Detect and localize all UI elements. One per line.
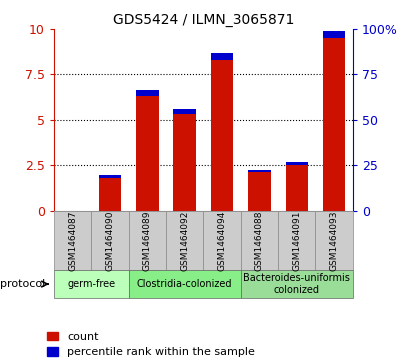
Text: GSM1464088: GSM1464088	[255, 210, 264, 271]
Bar	[323, 38, 345, 211]
Text: Bacteroides-uniformis
colonized: Bacteroides-uniformis colonized	[243, 273, 350, 295]
Text: germ-free: germ-free	[67, 279, 115, 289]
Bar	[99, 178, 121, 211]
Bar	[248, 172, 271, 211]
Bar	[323, 31, 345, 38]
Legend: count, percentile rank within the sample: count, percentile rank within the sample	[47, 332, 255, 358]
Text: GSM1464090: GSM1464090	[105, 210, 115, 271]
Text: protocol: protocol	[0, 279, 46, 289]
Bar	[211, 60, 233, 211]
Bar	[211, 53, 233, 60]
Title: GDS5424 / ILMN_3065871: GDS5424 / ILMN_3065871	[112, 13, 294, 26]
Bar	[173, 114, 196, 211]
Bar	[286, 162, 308, 165]
Text: GSM1464087: GSM1464087	[68, 210, 77, 271]
Bar	[136, 90, 159, 96]
Text: GSM1464092: GSM1464092	[180, 210, 189, 271]
Text: GSM1464091: GSM1464091	[292, 210, 301, 271]
Text: GSM1464094: GSM1464094	[217, 210, 227, 271]
Bar	[99, 175, 121, 178]
Bar	[136, 96, 159, 211]
Bar	[248, 170, 271, 172]
Bar	[286, 165, 308, 211]
Text: Clostridia-colonized: Clostridia-colonized	[137, 279, 232, 289]
Text: GSM1464093: GSM1464093	[330, 210, 339, 271]
Bar	[173, 109, 196, 114]
Text: GSM1464089: GSM1464089	[143, 210, 152, 271]
